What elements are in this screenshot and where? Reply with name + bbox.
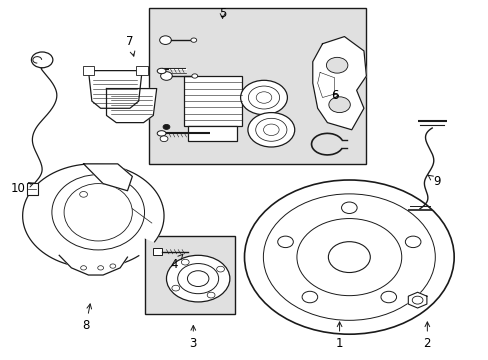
Text: 2: 2 — [423, 322, 430, 350]
Circle shape — [31, 52, 53, 68]
Ellipse shape — [64, 184, 132, 241]
Circle shape — [328, 242, 369, 273]
Text: 10: 10 — [10, 183, 34, 195]
Circle shape — [191, 74, 197, 78]
Bar — [136, 66, 148, 75]
Polygon shape — [83, 164, 132, 191]
Bar — [144, 235, 234, 315]
Bar — [26, 183, 38, 195]
Circle shape — [160, 136, 167, 141]
Circle shape — [296, 219, 401, 296]
Circle shape — [341, 202, 356, 213]
Text: 7: 7 — [126, 35, 135, 56]
Bar — [183, 76, 242, 126]
Bar — [82, 66, 94, 75]
Circle shape — [216, 266, 224, 272]
Circle shape — [380, 291, 396, 303]
Circle shape — [172, 285, 179, 291]
Polygon shape — [59, 255, 127, 275]
Circle shape — [98, 266, 103, 270]
Text: 6: 6 — [330, 89, 338, 102]
Circle shape — [328, 97, 349, 113]
Polygon shape — [22, 164, 163, 268]
Bar — [188, 126, 237, 140]
Circle shape — [166, 255, 229, 302]
Polygon shape — [106, 89, 157, 123]
Circle shape — [263, 194, 434, 320]
Text: 1: 1 — [335, 322, 343, 350]
Polygon shape — [312, 37, 366, 130]
Ellipse shape — [157, 131, 165, 136]
Text: 8: 8 — [82, 304, 91, 332]
Circle shape — [207, 292, 215, 298]
Circle shape — [181, 259, 189, 265]
Circle shape — [302, 291, 317, 303]
Circle shape — [248, 86, 279, 109]
Circle shape — [160, 72, 172, 80]
Circle shape — [177, 264, 218, 294]
Circle shape — [187, 271, 208, 287]
Circle shape — [411, 296, 422, 304]
Bar — [149, 8, 366, 164]
Circle shape — [240, 80, 287, 115]
Circle shape — [255, 118, 286, 141]
Circle shape — [81, 266, 86, 270]
Circle shape — [326, 57, 347, 73]
Circle shape — [159, 36, 171, 44]
Circle shape — [256, 92, 271, 103]
Polygon shape — [88, 71, 142, 108]
Ellipse shape — [157, 68, 165, 74]
Circle shape — [190, 38, 196, 42]
Text: 5: 5 — [219, 7, 226, 20]
Circle shape — [163, 125, 169, 130]
Ellipse shape — [52, 175, 144, 250]
Circle shape — [244, 180, 453, 334]
Circle shape — [277, 236, 293, 248]
Circle shape — [80, 192, 87, 197]
Circle shape — [247, 113, 294, 147]
Polygon shape — [407, 292, 426, 308]
Circle shape — [405, 236, 420, 248]
Text: 4: 4 — [170, 254, 183, 271]
Text: 3: 3 — [189, 325, 197, 350]
Circle shape — [263, 124, 279, 135]
Bar — [153, 248, 161, 255]
Text: 9: 9 — [427, 175, 440, 188]
Circle shape — [110, 264, 116, 268]
